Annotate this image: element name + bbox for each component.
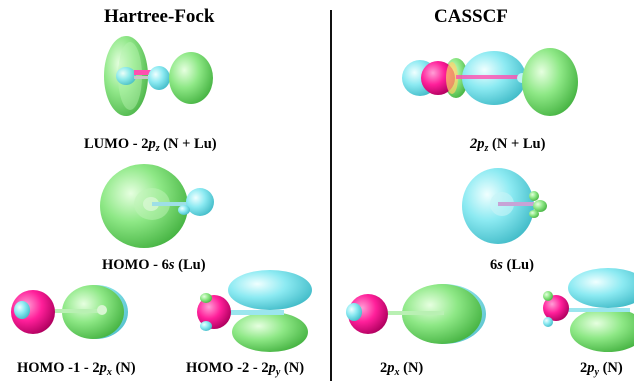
caption-cas-2pz: 2pz (N + Lu): [470, 136, 545, 154]
caption-prefix: LUMO -: [84, 136, 142, 152]
caption-hf-lumo: LUMO - 2pz (N + Lu): [84, 136, 217, 154]
caption-suffix: (N): [111, 360, 136, 376]
orbital-hf-lumo: [104, 36, 213, 116]
caption-subscript: y: [594, 367, 599, 378]
caption-prefix: HOMO -: [102, 257, 162, 273]
caption-number: 2: [470, 136, 478, 152]
caption-hf-homo: HOMO - 6s (Lu): [102, 257, 206, 274]
caption-subscript: x: [106, 367, 112, 378]
caption-cas-6s: 6s (Lu): [490, 257, 534, 274]
caption-subscript: y: [275, 367, 281, 378]
orbital-cas-6s: [462, 168, 547, 244]
caption-symbol: p: [148, 136, 156, 152]
caption-hf-homo-2: HOMO -2 - 2py (N): [186, 360, 304, 378]
caption-cas-2py: 2py (N): [580, 360, 623, 378]
orbital-hf-homo-2: [197, 270, 312, 352]
caption-symbol: p: [477, 136, 485, 152]
caption-suffix: (N): [280, 360, 305, 376]
heading-casscf: CASSCF: [434, 6, 508, 27]
caption-number: 2: [92, 360, 100, 376]
caption-number: 2: [141, 136, 149, 152]
caption-cas-2px: 2px (N): [380, 360, 423, 378]
caption-suffix: (Lu): [502, 257, 534, 273]
caption-number: 6: [161, 257, 169, 273]
orbital-hf-homo-1: [11, 285, 128, 339]
caption-subscript: x: [394, 367, 400, 378]
caption-number: 6: [490, 257, 498, 273]
caption-subscript: z: [484, 143, 489, 154]
caption-symbol: p: [268, 360, 276, 376]
caption-symbol: p: [387, 360, 395, 376]
caption-symbol: p: [99, 360, 107, 376]
caption-number: 2: [380, 360, 388, 376]
caption-suffix: (N + Lu): [488, 136, 546, 152]
caption-suffix: (N): [399, 360, 424, 376]
caption-hf-homo-1: HOMO -1 - 2px (N): [17, 360, 136, 378]
caption-number: 2: [580, 360, 588, 376]
caption-number: 2: [261, 360, 269, 376]
caption-suffix: (N + Lu): [159, 136, 217, 152]
orbital-cas-2pz: [402, 48, 578, 116]
caption-prefix: HOMO -2 -: [186, 360, 262, 376]
caption-symbol: s: [497, 257, 503, 273]
orbital-cas-2px: [346, 284, 486, 344]
caption-suffix: (N): [598, 360, 623, 376]
orbital-cas-2py: [543, 268, 634, 352]
caption-subscript: z: [155, 143, 160, 154]
caption-prefix: HOMO -1 -: [17, 360, 93, 376]
orbital-hf-homo: [100, 164, 214, 248]
column-divider: [330, 10, 332, 381]
heading-hartree-fock: Hartree-Fock: [104, 6, 215, 27]
caption-symbol: p: [587, 360, 595, 376]
caption-suffix: (Lu): [174, 257, 206, 273]
caption-symbol: s: [168, 257, 175, 273]
